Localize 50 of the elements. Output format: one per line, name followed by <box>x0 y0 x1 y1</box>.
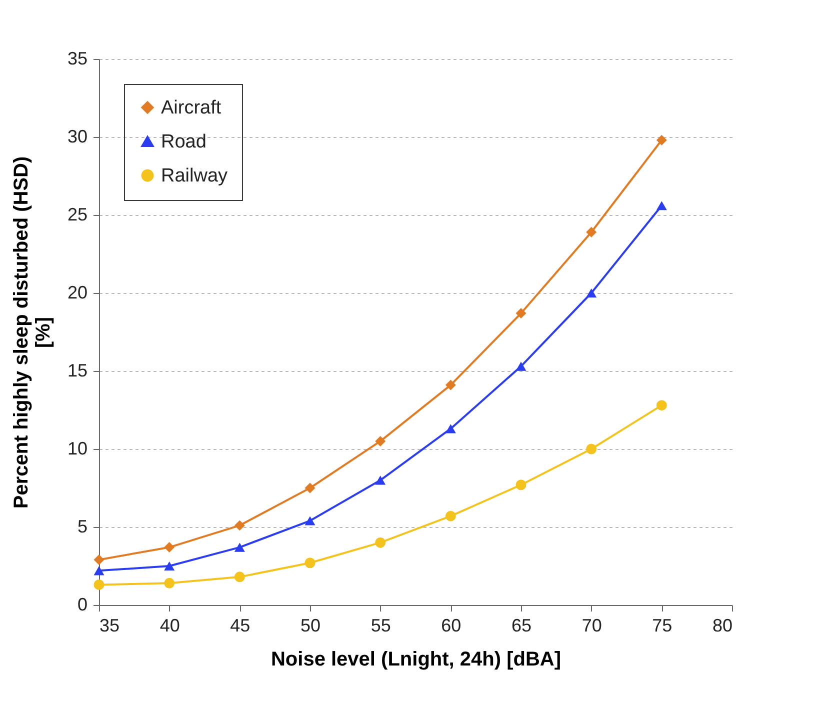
y-tick-label: 0 <box>77 594 88 614</box>
point <box>445 510 456 522</box>
x-axis-title: Noise level (Lnight, 24h) [dBA] <box>270 648 562 670</box>
y-tick-label: 35 <box>67 48 88 68</box>
y-tick-label: 20 <box>67 282 88 302</box>
x-tick-label: 75 <box>652 616 672 636</box>
point <box>94 579 104 590</box>
point <box>304 516 316 526</box>
y-tick-label: 30 <box>67 126 88 146</box>
point <box>234 572 245 582</box>
point <box>656 201 667 210</box>
y-tick-label: 5 <box>77 516 88 536</box>
x-tick-label: 65 <box>511 616 532 636</box>
y-tick-label: 10 <box>67 438 88 458</box>
point <box>445 424 456 434</box>
y-axis-title: Percent highly sleep disturbed (HSD) [%] <box>10 156 54 509</box>
point <box>304 558 316 568</box>
legend-label: Road <box>161 132 206 152</box>
point <box>586 226 597 238</box>
point <box>94 566 104 576</box>
point <box>445 380 456 390</box>
point <box>375 436 386 446</box>
point <box>656 134 667 146</box>
point <box>586 288 597 298</box>
point <box>586 444 597 454</box>
y-tick-label: 15 <box>67 360 88 380</box>
point <box>234 542 245 552</box>
legend-label: Aircraft <box>161 98 222 118</box>
x-tick-label: 55 <box>370 616 391 636</box>
y-tick-label: 25 <box>67 204 88 224</box>
point <box>164 542 175 553</box>
point <box>516 362 526 371</box>
point <box>375 476 386 485</box>
x-tick-label: 45 <box>230 616 250 636</box>
point <box>304 482 316 494</box>
point <box>234 520 245 531</box>
legend-label: Railway <box>161 166 228 186</box>
x-tick-label: 35 <box>100 616 120 636</box>
x-tick-label: 80 <box>712 616 732 636</box>
point <box>516 480 526 490</box>
point <box>375 537 386 548</box>
x-tick-label: 60 <box>441 616 462 636</box>
point <box>164 578 175 588</box>
x-tick-label: 70 <box>582 616 602 636</box>
point <box>516 308 526 319</box>
point <box>164 561 175 571</box>
point <box>656 400 667 411</box>
point <box>94 554 104 566</box>
x-tick-label: 40 <box>160 616 180 636</box>
x-tick-label: 50 <box>300 616 321 636</box>
